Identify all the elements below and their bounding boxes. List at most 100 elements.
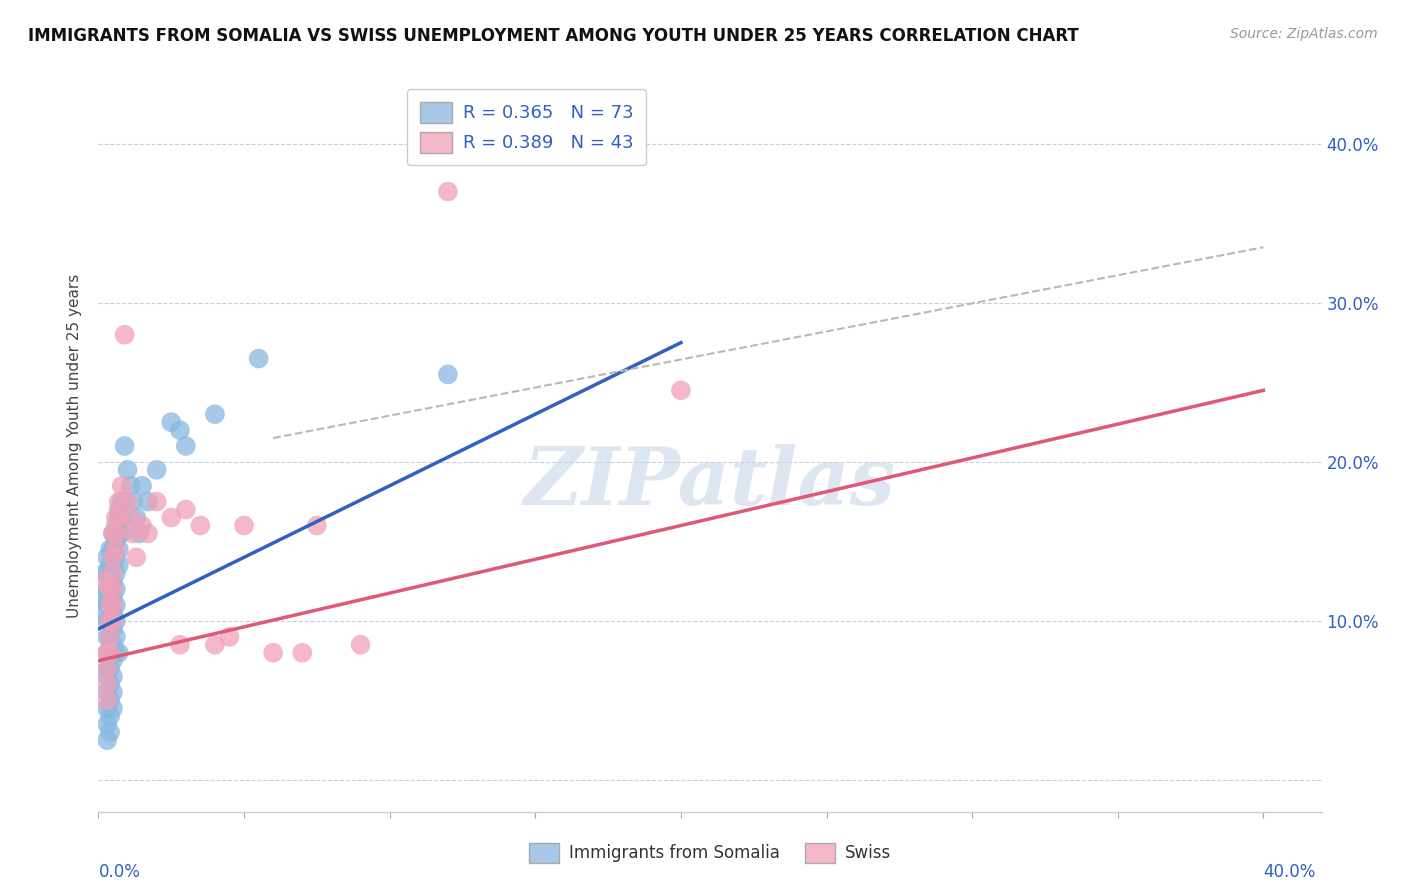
Point bbox=[101, 614, 124, 628]
Point bbox=[108, 646, 131, 660]
Point bbox=[188, 518, 212, 533]
Point bbox=[98, 646, 121, 660]
Point bbox=[101, 542, 124, 557]
Point bbox=[128, 526, 150, 541]
Point bbox=[114, 327, 136, 342]
Point bbox=[111, 526, 134, 541]
Point bbox=[98, 590, 121, 604]
Point bbox=[98, 709, 121, 723]
Point bbox=[349, 638, 371, 652]
Point bbox=[145, 463, 167, 477]
Point bbox=[104, 614, 127, 628]
Point bbox=[136, 526, 159, 541]
Point bbox=[98, 646, 121, 660]
Point bbox=[101, 574, 124, 589]
Point bbox=[101, 685, 124, 699]
Point bbox=[98, 542, 121, 557]
Point bbox=[98, 630, 121, 644]
Point bbox=[104, 518, 127, 533]
Point bbox=[122, 494, 145, 508]
Point bbox=[305, 518, 328, 533]
Point bbox=[104, 510, 127, 524]
Point bbox=[96, 662, 118, 676]
Legend: Immigrants from Somalia, Swiss: Immigrants from Somalia, Swiss bbox=[522, 837, 898, 869]
Point bbox=[96, 566, 118, 581]
Point bbox=[93, 590, 115, 604]
Point bbox=[169, 423, 191, 437]
Point bbox=[125, 510, 148, 524]
Point bbox=[114, 439, 136, 453]
Point bbox=[108, 558, 131, 573]
Point bbox=[96, 669, 118, 683]
Point bbox=[101, 606, 124, 620]
Point bbox=[98, 614, 121, 628]
Point bbox=[160, 415, 183, 429]
Text: 0.0%: 0.0% bbox=[98, 863, 141, 881]
Point bbox=[101, 638, 124, 652]
Point bbox=[98, 558, 121, 573]
Point bbox=[101, 669, 124, 683]
Point bbox=[101, 582, 124, 596]
Point bbox=[669, 384, 692, 398]
Point bbox=[218, 630, 240, 644]
Point bbox=[96, 550, 118, 565]
Point bbox=[104, 566, 127, 581]
Point bbox=[111, 479, 134, 493]
Point bbox=[96, 646, 118, 660]
Point bbox=[204, 407, 226, 421]
Point bbox=[174, 439, 197, 453]
Point bbox=[233, 518, 256, 533]
Point bbox=[117, 463, 139, 477]
Point bbox=[104, 582, 127, 596]
Point bbox=[90, 606, 112, 620]
Point bbox=[101, 598, 124, 612]
Point bbox=[117, 494, 139, 508]
Point bbox=[101, 526, 124, 541]
Point bbox=[93, 566, 115, 581]
Point bbox=[131, 479, 153, 493]
Point bbox=[174, 502, 197, 516]
Point bbox=[101, 526, 124, 541]
Point bbox=[291, 646, 314, 660]
Text: ZIPatlas: ZIPatlas bbox=[524, 444, 896, 521]
Point bbox=[169, 638, 191, 652]
Point bbox=[145, 494, 167, 508]
Point bbox=[96, 717, 118, 731]
Point bbox=[104, 646, 127, 660]
Point bbox=[262, 646, 284, 660]
Point bbox=[111, 494, 134, 508]
Point bbox=[104, 542, 127, 557]
Point bbox=[101, 622, 124, 636]
Y-axis label: Unemployment Among Youth under 25 years: Unemployment Among Youth under 25 years bbox=[67, 274, 83, 618]
Point bbox=[96, 733, 118, 747]
Point bbox=[122, 526, 145, 541]
Point bbox=[108, 510, 131, 524]
Point bbox=[96, 662, 118, 676]
Point bbox=[98, 677, 121, 691]
Point bbox=[101, 566, 124, 581]
Point bbox=[437, 185, 460, 199]
Point bbox=[98, 725, 121, 739]
Point bbox=[108, 542, 131, 557]
Point bbox=[101, 654, 124, 668]
Point bbox=[125, 550, 148, 565]
Point bbox=[90, 590, 112, 604]
Point bbox=[93, 574, 115, 589]
Point bbox=[96, 614, 118, 628]
Point bbox=[96, 693, 118, 707]
Point bbox=[98, 614, 121, 628]
Point bbox=[98, 574, 121, 589]
Point bbox=[120, 510, 142, 524]
Point bbox=[108, 502, 131, 516]
Point bbox=[96, 677, 118, 691]
Point bbox=[104, 630, 127, 644]
Point bbox=[131, 518, 153, 533]
Point bbox=[104, 598, 127, 612]
Point bbox=[98, 693, 121, 707]
Point bbox=[111, 510, 134, 524]
Point bbox=[160, 510, 183, 524]
Point bbox=[96, 630, 118, 644]
Point bbox=[101, 550, 124, 565]
Point bbox=[136, 494, 159, 508]
Point bbox=[204, 638, 226, 652]
